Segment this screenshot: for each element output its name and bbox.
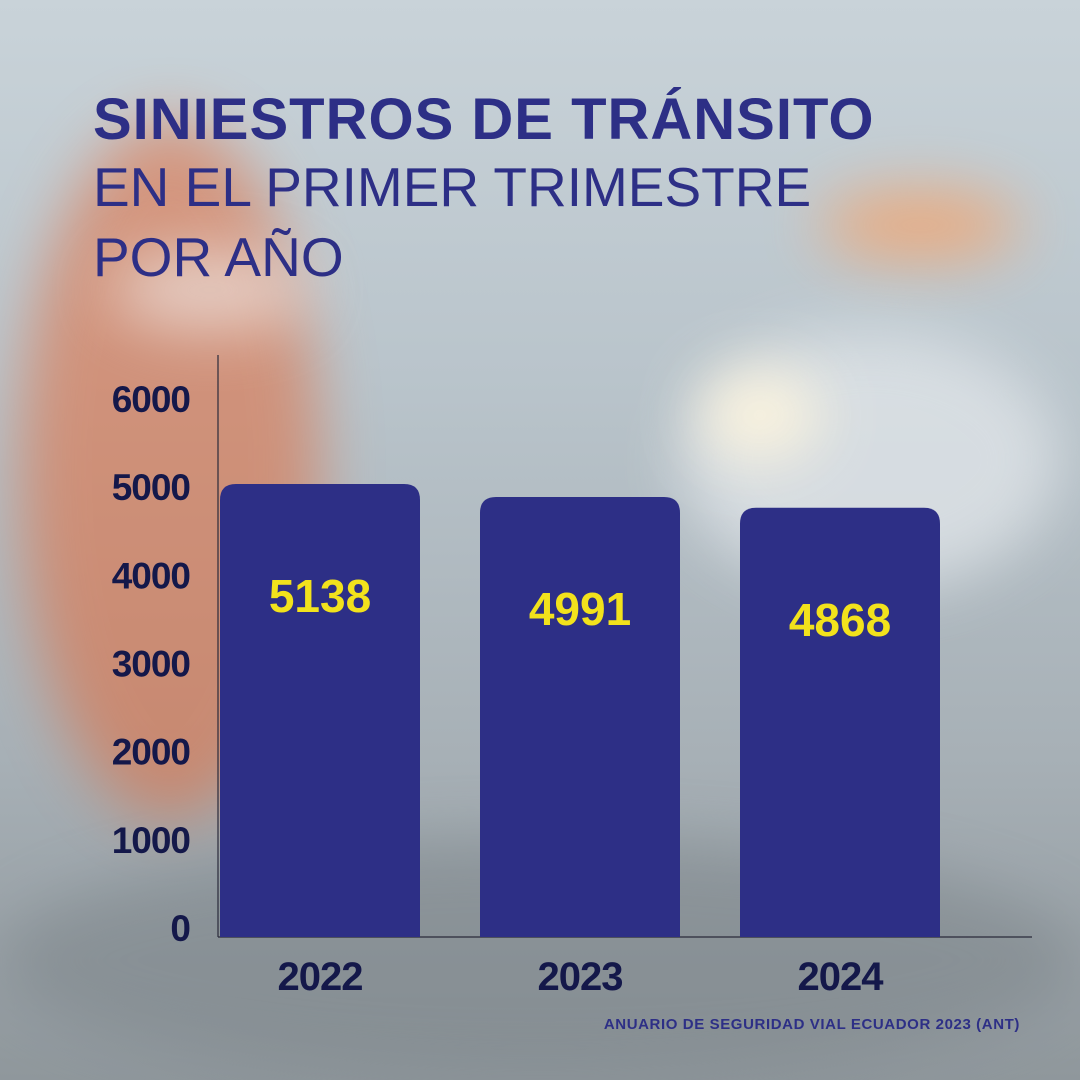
title-line-3: POR AÑO (93, 226, 344, 288)
x-tick-label: 2022 (278, 955, 363, 999)
title-line-1: SINIESTROS DE TRÁNSITO (93, 87, 875, 152)
source-credit: ANUARIO DE SEGURIDAD VIAL ECUADOR 2023 (… (603, 1016, 1020, 1033)
bar-value-label: 4868 (789, 594, 891, 646)
y-tick-label: 4000 (112, 555, 191, 596)
y-tick-label: 3000 (112, 644, 191, 685)
bar-2024 (740, 507, 940, 937)
y-tick-label: 1000 (112, 820, 191, 861)
y-tick-label: 2000 (112, 732, 191, 773)
y-tick-label: 6000 (112, 379, 191, 420)
x-tick-label: 2023 (538, 955, 623, 999)
title-line-2: EN EL PRIMER TRIMESTRE (93, 156, 812, 218)
bar-2023 (480, 496, 680, 937)
title-block: SINIESTROS DE TRÁNSITO EN EL PRIMER TRIM… (93, 88, 874, 292)
bar-value-label: 5138 (269, 570, 371, 622)
y-tick-label: 5000 (112, 467, 191, 508)
y-tick-label: 0 (170, 908, 190, 949)
bar-value-label: 4991 (529, 583, 631, 635)
bar-2022 (220, 483, 420, 937)
x-tick-label: 2024 (798, 955, 885, 999)
